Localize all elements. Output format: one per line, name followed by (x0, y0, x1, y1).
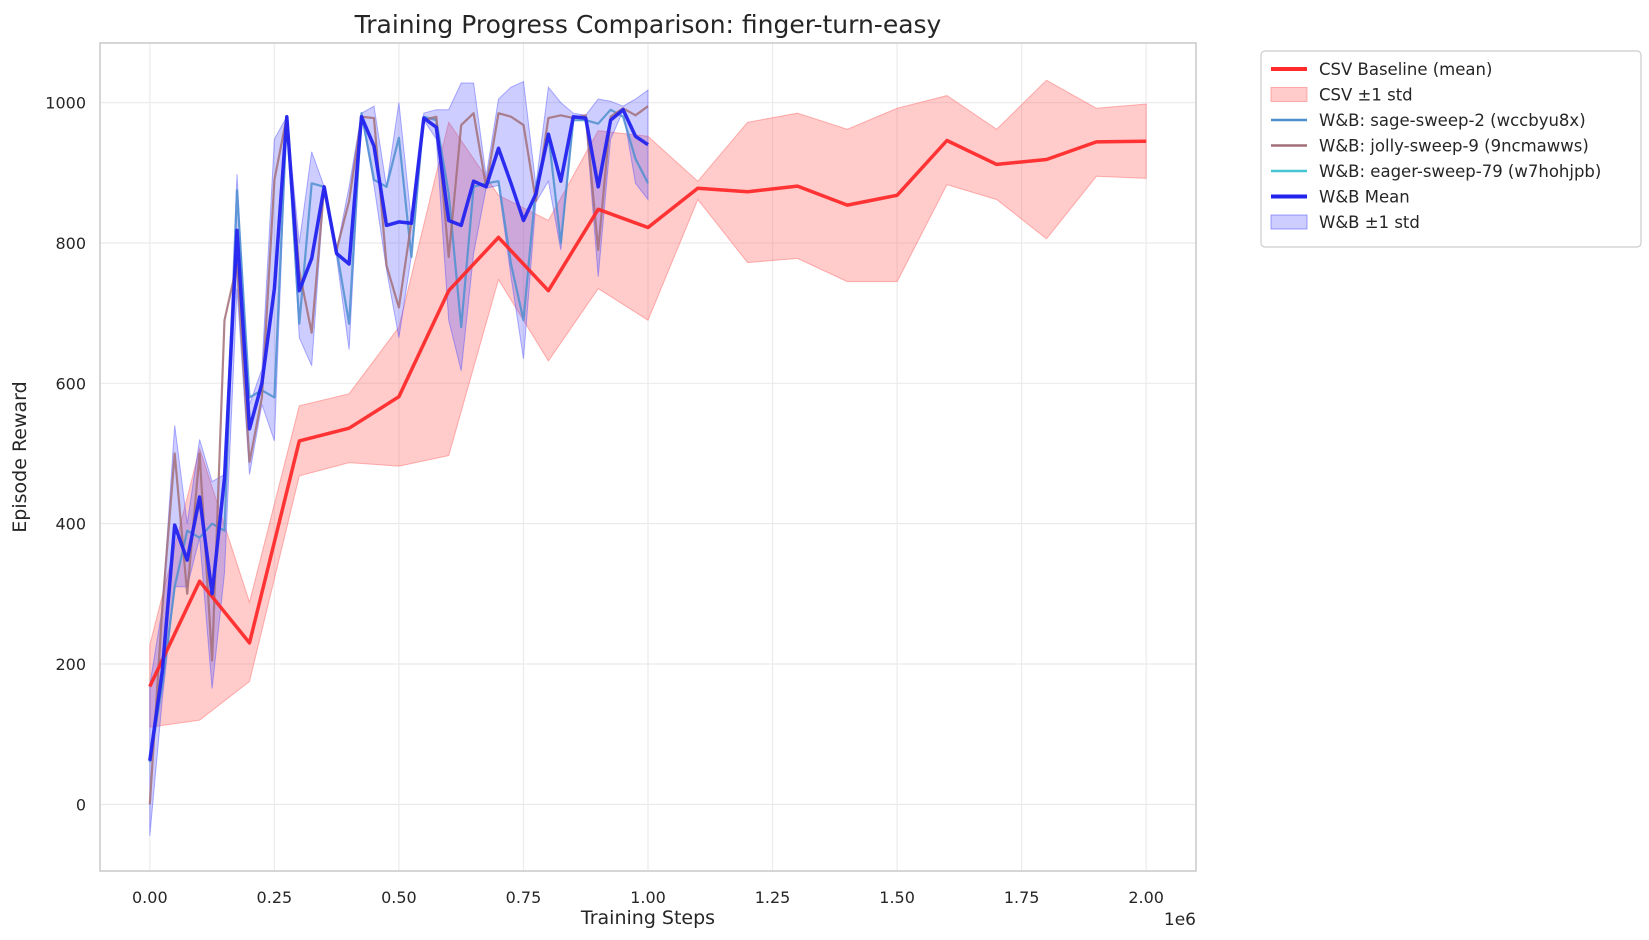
x-tick-label: 2.00 (1128, 888, 1164, 907)
chart-title: Training Progress Comparison: finger-tur… (354, 10, 942, 39)
legend-label: W&B: sage-sweep-2 (wccbyu8x) (1319, 111, 1586, 130)
x-tick-label: 1.25 (755, 888, 791, 907)
legend: CSV Baseline (mean) CSV ±1 std W&B: sage-s… (1260, 50, 1642, 248)
legend-label: CSV ±1 std (1319, 86, 1413, 105)
legend-item: CSV Baseline (mean) (1271, 60, 1492, 79)
y-tick-label: 600 (55, 374, 86, 393)
series-csv-baseline-mean (148, 138, 1147, 688)
legend-item: W&B: jolly-sweep-9 (9ncmawws) (1271, 137, 1589, 156)
legend-patch-swatch (1270, 87, 1308, 102)
y-axis-label: Episode Reward (9, 381, 31, 532)
legend-item: CSV ±1 std (1270, 86, 1413, 105)
x-tick-label: 0.75 (506, 888, 542, 907)
legend-box (1260, 50, 1642, 248)
x-axis-label: Training Steps (580, 907, 715, 929)
legend-patch-swatch (1270, 214, 1308, 230)
x-axis-ticks: 0.00 0.25 0.50 0.75 1.00 1.25 1.50 1.75 2.00 (132, 888, 1164, 907)
legend-label: CSV Baseline (mean) (1319, 60, 1492, 79)
plot-frame (99, 42, 1197, 872)
x-tick-label: 1.50 (879, 888, 915, 907)
legend-item: W&B: eager-sweep-79 (w7hohjpb) (1271, 162, 1601, 181)
x-tick-label: 0.00 (132, 888, 168, 907)
legend-label: W&B: jolly-sweep-9 (9ncmawws) (1319, 137, 1589, 156)
x-axis-offset-label: 1e6 (1164, 910, 1196, 930)
x-tick-label: 1.75 (1004, 888, 1040, 907)
x-tick-label: 0.25 (257, 888, 293, 907)
y-tick-label: 1000 (45, 94, 86, 113)
x-tick-label: 0.50 (381, 888, 417, 907)
legend-label: W&B: eager-sweep-79 (w7hohjpb) (1319, 162, 1601, 181)
x-tick-label: 1.00 (630, 888, 666, 907)
y-tick-label: 800 (55, 234, 86, 253)
y-tick-label: 0 (76, 795, 86, 814)
series-w-b-mean (148, 107, 649, 762)
y-tick-label: 200 (55, 655, 86, 674)
legend-label: W&B Mean (1319, 188, 1410, 207)
y-axis-ticks: 0 200 400 600 800 1000 (45, 94, 86, 815)
legend-label: W&B ±1 std (1319, 213, 1420, 232)
legend-item: W&B Mean (1271, 188, 1410, 207)
legend-item: W&B: sage-sweep-2 (wccbyu8x) (1271, 111, 1586, 130)
band-csv-1-std (149, 79, 1147, 728)
y-tick-label: 400 (55, 515, 86, 534)
grid-lines (100, 43, 1196, 871)
series-lines (148, 105, 1147, 805)
legend-item: W&B ±1 std (1270, 213, 1420, 232)
